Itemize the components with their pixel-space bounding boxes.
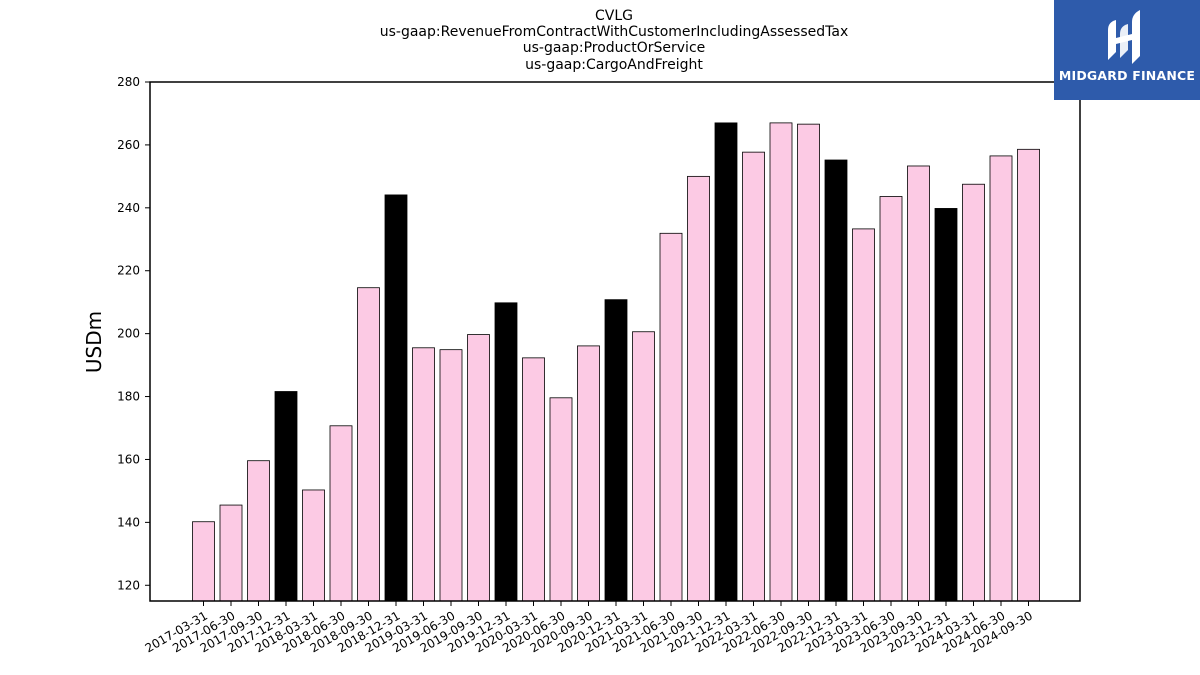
bar-2019-12-31 [494, 302, 518, 602]
bar-2017-06-30 [219, 504, 243, 602]
plot-frame [149, 81, 1081, 602]
bar-2021-06-30 [659, 232, 683, 602]
chart-title-line-4: us-gaap:CargoAndFreight [525, 57, 703, 73]
midgard-logo-icon [1108, 10, 1140, 64]
bar-2023-12-31 [934, 208, 958, 602]
y-tick-label: 160 [117, 452, 140, 466]
bar-2022-03-31 [742, 151, 765, 602]
y-axis-label: USDm [82, 311, 106, 373]
y-tick-label: 200 [117, 327, 140, 341]
bar-2017-03-31 [192, 521, 215, 602]
midgard-finance-logo: MIDGARD FINANCE [1054, 0, 1200, 100]
y-tick-label: 140 [117, 515, 140, 529]
bar-2018-03-31 [302, 489, 325, 602]
bar-2020-09-30 [577, 345, 600, 602]
y-tick-label: 260 [117, 138, 140, 152]
bar-2017-09-30 [247, 460, 270, 602]
y-tick-label: 120 [117, 578, 140, 592]
y-tick-label: 220 [117, 264, 140, 278]
bar-2017-12-31 [274, 391, 298, 602]
bar-2018-12-31 [384, 194, 408, 602]
chart-title-line-2: us-gaap:RevenueFromContractWithCustomerI… [380, 24, 849, 40]
bar-2020-03-31 [522, 357, 545, 602]
bar-2021-09-30 [687, 175, 710, 602]
bar-2019-06-30 [439, 349, 463, 602]
chart-title: CVLG us-gaap:RevenueFromContractWithCust… [380, 8, 849, 73]
bar-2023-09-30 [907, 165, 930, 602]
bar-2020-06-30 [549, 397, 573, 602]
bars-group [192, 122, 1040, 602]
bar-2018-06-30 [329, 425, 353, 602]
bar-2022-12-31 [824, 159, 848, 602]
bar-2024-03-31 [962, 183, 985, 602]
bar-2022-09-30 [797, 123, 820, 602]
bar-2019-09-30 [467, 334, 490, 602]
bar-2024-09-30 [1017, 148, 1040, 602]
bar-2019-03-31 [412, 347, 435, 602]
y-tick-label: 240 [117, 201, 140, 215]
chart-title-line-1: CVLG [595, 8, 633, 24]
bar-2024-06-30 [989, 155, 1013, 602]
y-axis-ticks: 120 140 160 180 200 220 240 260 280 [117, 75, 150, 592]
y-tick-label: 180 [117, 390, 140, 404]
bar-2021-03-31 [632, 331, 655, 602]
x-axis-ticks: 2017-03-312017-06-302017-09-302017-12-31… [143, 601, 1035, 655]
bar-2022-06-30 [769, 122, 793, 602]
logo-text: MIDGARD FINANCE [1058, 68, 1196, 83]
y-tick-label: 280 [117, 75, 140, 89]
bar-2021-12-31 [714, 122, 738, 602]
chart-title-line-3: us-gaap:ProductOrService [523, 40, 706, 56]
bar-2020-12-31 [604, 299, 628, 602]
bar-2023-06-30 [879, 196, 903, 602]
bar-2023-03-31 [852, 228, 875, 602]
bar-2018-09-30 [357, 287, 380, 602]
